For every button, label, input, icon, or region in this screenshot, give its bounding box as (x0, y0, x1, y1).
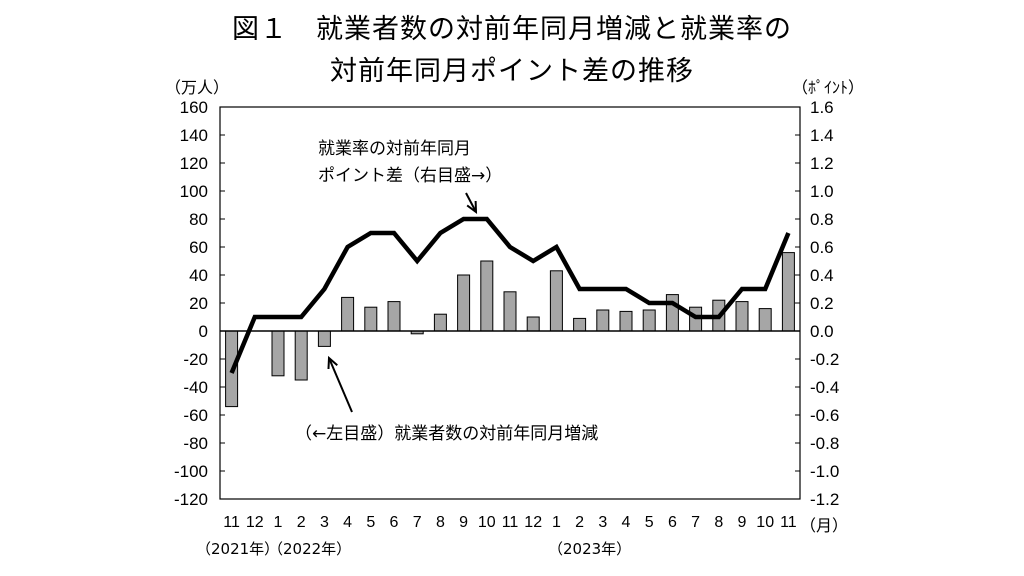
x-axis-tick-label: 5 (366, 514, 375, 531)
right-axis-tick-label: -1.2 (810, 490, 839, 509)
year-label-2023: （2023年） (548, 540, 632, 558)
rate-annotation-line1: 就業率の対前年同月 (318, 139, 471, 159)
left-axis-tick-label: 80 (189, 210, 208, 229)
persons-annotation-arrow-head (327, 355, 338, 370)
x-axis-tick-label: 9 (459, 514, 468, 531)
right-axis-tick-label: 1.6 (810, 98, 834, 117)
bar (526, 316, 540, 332)
right-axis-tick-label: -0.6 (810, 406, 839, 425)
bar (573, 317, 587, 332)
rate-annotation-line2: ポイント差（右目盛→） (318, 166, 503, 186)
bar (735, 301, 749, 332)
rate-annotation-arrow-head (466, 200, 478, 215)
right-axis-tick-label: -0.8 (810, 434, 839, 453)
year-label-2022: （2022年） (268, 540, 352, 558)
chart-title-line1: 図１ 就業者数の対前年同月増減と就業率の (232, 14, 792, 45)
right-axis-tick-label: 0.8 (810, 210, 834, 229)
right-axis-tick-label: -1.0 (810, 462, 839, 481)
bar (781, 252, 795, 332)
left-axis-tick-label: -60 (183, 406, 208, 425)
bar (480, 260, 494, 332)
left-axis-tick-label: -100 (174, 462, 208, 481)
right-axis-tick-label: 0.4 (810, 266, 834, 285)
right-axis-tick-label: 0.0 (810, 322, 834, 341)
right-axis-tick-label: 0.6 (810, 238, 834, 257)
x-axis-tick-label: 8 (714, 514, 723, 531)
x-axis-tick-label: 6 (668, 514, 677, 531)
x-axis-tick-label: 7 (691, 514, 700, 531)
left-axis-tick-label: -40 (183, 378, 208, 397)
bar (619, 310, 633, 332)
x-axis-tick-label: 4 (622, 514, 631, 531)
x-axis-tick-label: 11 (502, 514, 519, 531)
rate-annotation-arrow (465, 192, 477, 213)
bar (642, 309, 656, 332)
left-axis-tick-label: 100 (180, 182, 208, 201)
right-axis-tick-label: 1.4 (810, 126, 834, 145)
x-axis-tick-label: 2 (297, 514, 306, 531)
left-axis-tick-label: 140 (180, 126, 208, 145)
x-axis-tick-label: 3 (320, 514, 329, 531)
bar (665, 294, 679, 332)
bar (364, 306, 378, 332)
right-axis-tick-label: 1.0 (810, 182, 834, 201)
right-axis-tick-label: -0.4 (810, 378, 839, 397)
bar (433, 313, 447, 332)
chart-title-line2: 対前年同月ポイント差の推移 (330, 56, 694, 87)
bar (596, 309, 610, 332)
x-axis-tick-label: 6 (390, 514, 399, 531)
bar (387, 301, 401, 332)
right-axis-tick-label: 0.2 (810, 294, 834, 313)
x-axis-tick-label: 3 (598, 514, 607, 531)
right-axis-unit: （ﾎﾟｲﾝﾄ） (792, 78, 865, 97)
x-axis-tick-label: 10 (756, 514, 774, 531)
persons-annotation-arrow (328, 357, 353, 413)
left-axis-tick-label: 20 (189, 294, 208, 313)
bar (758, 308, 772, 332)
right-axis-tick-label: -0.2 (810, 350, 839, 369)
bar (294, 330, 308, 381)
left-axis-tick-label: 60 (189, 238, 208, 257)
bar (549, 270, 563, 332)
x-axis-tick-label: 5 (645, 514, 654, 531)
x-axis-tick-label: 8 (436, 514, 445, 531)
persons-annotation: （←左目盛）就業者数の対前年同月増減 (295, 424, 599, 444)
x-axis-tick-label: 12 (246, 514, 264, 531)
x-axis-tick-label: 2 (575, 514, 584, 531)
x-axis-tick-label: 11 (223, 514, 240, 531)
x-axis-tick-label: 1 (552, 514, 561, 531)
right-axis-tick-label: 1.2 (810, 154, 834, 173)
left-axis-tick-label: -120 (174, 490, 208, 509)
bar (457, 274, 471, 332)
x-axis-tick-label: 1 (274, 514, 283, 531)
x-axis-tick-label: 10 (478, 514, 496, 531)
year-label-2021: （2021年） (196, 540, 280, 558)
left-axis-tick-label: 0 (199, 322, 208, 341)
left-axis-unit: （万人） (165, 78, 230, 97)
left-axis-tick-label: -20 (183, 350, 208, 369)
left-axis-tick-label: -80 (183, 434, 208, 453)
bar (271, 330, 285, 377)
x-axis-tick-label: 4 (343, 514, 352, 531)
x-axis-tick-label: 7 (413, 514, 422, 531)
bar (317, 330, 331, 347)
x-axis-tick-label: 11 (780, 514, 797, 531)
left-axis-tick-label: 120 (180, 154, 208, 173)
bar (503, 291, 517, 332)
x-axis-unit: （月） (800, 518, 849, 535)
left-axis-tick-label: 160 (180, 98, 208, 117)
left-axis-tick-label: 40 (189, 266, 208, 285)
bar (341, 296, 355, 332)
rate-difference-line (229, 216, 791, 374)
x-axis-tick-label: 9 (738, 514, 747, 531)
x-axis-tick-label: 12 (524, 514, 542, 531)
